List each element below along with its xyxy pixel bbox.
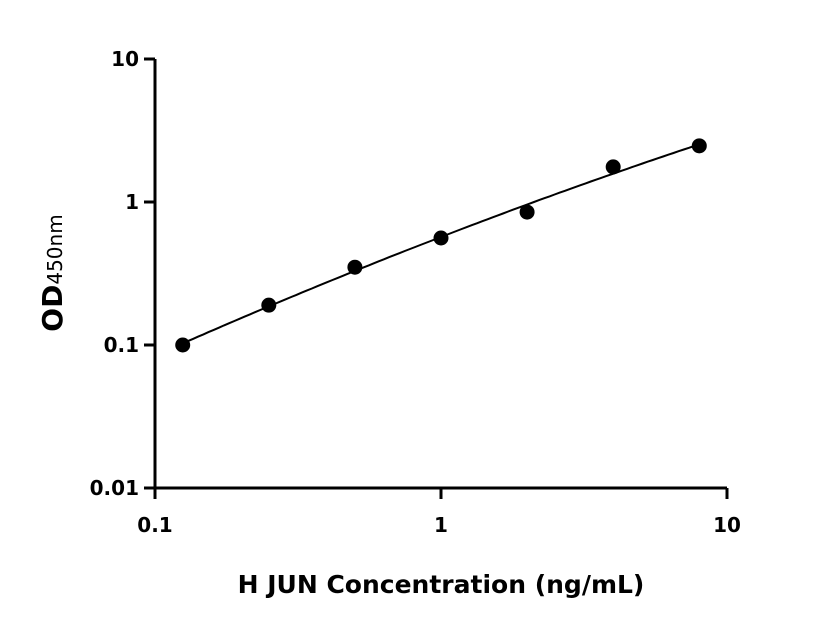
x-axis-label: H JUN Concentration (ng/mL) (238, 570, 645, 599)
y-tick-label: 10 (111, 47, 139, 71)
y-axis-label-main: OD (36, 285, 69, 332)
data-points (175, 138, 707, 353)
axes: 0.01 0.1 1 10 0.1 1 10 (90, 47, 741, 537)
x-tick-label: 10 (713, 513, 741, 537)
x-tick-label: 0.1 (137, 513, 172, 537)
y-tick-label: 1 (125, 190, 139, 214)
data-point (175, 337, 191, 353)
data-point (605, 159, 621, 175)
data-point (433, 230, 449, 246)
data-point (261, 297, 277, 313)
y-tick-label: 0.1 (104, 333, 139, 357)
data-point (691, 138, 707, 154)
data-point (347, 259, 363, 275)
x-tick-label: 1 (434, 513, 448, 537)
y-axis-label: OD450nm (36, 214, 69, 331)
y-axis-label-sub: 450nm (43, 214, 67, 284)
y-tick-label: 0.01 (90, 476, 139, 500)
data-point (519, 204, 535, 220)
